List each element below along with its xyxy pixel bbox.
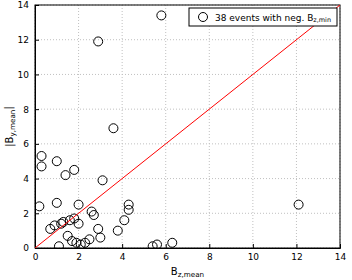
point — [124, 205, 133, 214]
point — [37, 152, 46, 161]
point — [120, 216, 129, 225]
tick: 6 — [163, 244, 169, 262]
point — [52, 198, 61, 207]
tick-label: 4 — [23, 174, 29, 184]
point — [70, 165, 79, 174]
point — [89, 211, 98, 220]
point — [85, 235, 94, 244]
tick-label: 0 — [33, 252, 39, 262]
grid-line — [78, 5, 79, 248]
point — [153, 240, 162, 248]
grid-line — [296, 5, 297, 248]
tick-label: 6 — [163, 252, 169, 262]
point — [168, 238, 177, 247]
tick-mark — [35, 40, 39, 41]
tick-mark — [35, 179, 39, 180]
grid-line — [35, 74, 340, 75]
legend-label: 38 events with neg. Bz,min​ — [215, 13, 331, 25]
tick-label: 6 — [23, 139, 29, 149]
tick-mark — [122, 244, 123, 248]
tick-label: 14 — [18, 0, 30, 10]
point — [94, 37, 103, 46]
tick-mark — [166, 244, 167, 248]
grid-line — [209, 5, 210, 248]
plot-area: 0 2 4 6 8 10 12 14 0 2 4 6 8 10 12 14 38 events with neg… — [18, 0, 347, 262]
tick: 8 — [207, 244, 213, 262]
grid-line — [35, 178, 340, 179]
point — [98, 176, 107, 185]
tick-mark — [35, 109, 39, 110]
grid-line — [35, 109, 340, 110]
grid-line — [35, 39, 340, 40]
y-axis: 0 2 4 6 8 10 12 14 — [18, 0, 39, 253]
marks — [35, 5, 340, 248]
axis-line — [36, 6, 40, 249]
tick-label: 2 — [76, 252, 82, 262]
tick-label: 4 — [120, 252, 126, 262]
point — [61, 171, 70, 180]
point — [35, 202, 44, 211]
tick: 6 — [23, 139, 39, 149]
point — [50, 221, 59, 230]
tick: 10 — [248, 244, 260, 262]
tick-label: 12 — [18, 35, 29, 45]
grid-line — [35, 143, 340, 144]
tick: 4 — [120, 244, 126, 262]
grid-line — [165, 5, 166, 248]
tick: 14 — [335, 244, 347, 262]
tick-mark — [296, 244, 297, 248]
grid — [35, 5, 340, 248]
grid-line — [252, 5, 253, 248]
point — [54, 242, 63, 248]
point — [74, 219, 83, 228]
plot-frame — [35, 5, 340, 248]
tick-mark — [35, 213, 39, 214]
tick-label: 2 — [23, 209, 29, 219]
tick-label: 12 — [291, 252, 302, 262]
point — [109, 124, 118, 133]
tick-label: 0 — [23, 243, 29, 253]
x-axis-title: Bz,mean​ — [171, 266, 204, 279]
chart: 0 2 4 6 8 10 12 14 0 2 4 6 8 10 12 14 38 events with neg… — [0, 0, 352, 280]
point — [37, 162, 46, 171]
tick-label: 8 — [23, 105, 29, 115]
point — [113, 226, 122, 235]
point — [74, 200, 83, 209]
tick: 12 — [18, 35, 39, 45]
tick: 4 — [23, 174, 39, 184]
point — [124, 200, 133, 209]
tick-label: 10 — [248, 252, 260, 262]
y-axis-title: |By,mean| — [3, 106, 17, 147]
x-axis: 0 2 4 6 8 10 12 14 — [33, 244, 347, 262]
tick: 10 — [18, 70, 39, 80]
legend: 38 events with neg. Bz,min​ — [189, 8, 337, 26]
tick-mark — [253, 244, 254, 248]
tick: 12 — [291, 244, 302, 262]
legend-marker — [199, 13, 208, 22]
point — [52, 157, 61, 166]
tick-mark — [35, 74, 39, 75]
point — [294, 200, 303, 209]
reference-line — [35, 5, 340, 248]
tick-label: 8 — [207, 252, 213, 262]
point — [157, 11, 166, 20]
point — [94, 224, 103, 233]
point — [96, 233, 105, 242]
tick: 8 — [23, 105, 39, 115]
tick-label: 14 — [335, 252, 347, 262]
tick-mark — [35, 144, 39, 145]
grid-line — [35, 213, 340, 214]
legend-box — [189, 8, 337, 26]
tick-label: 10 — [18, 70, 30, 80]
tick-mark — [209, 244, 210, 248]
grid-line — [122, 5, 123, 248]
